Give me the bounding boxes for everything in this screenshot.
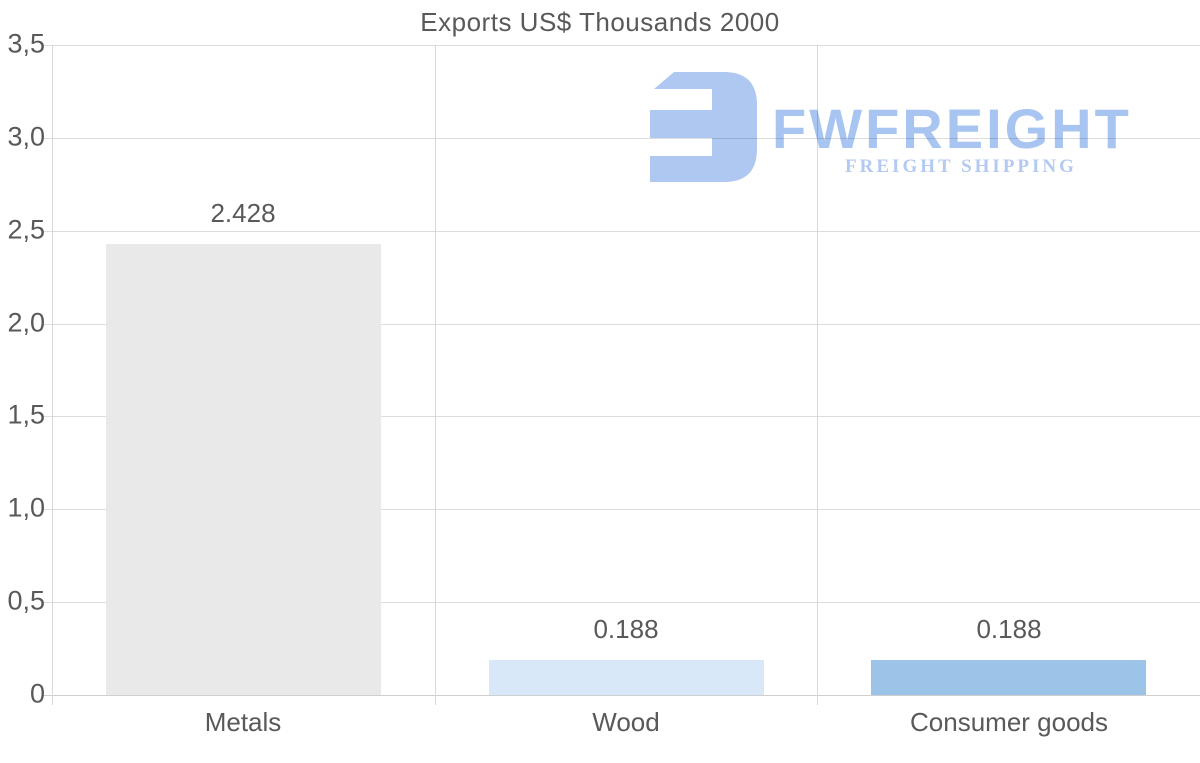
y-axis-tick-label: 2,5	[7, 214, 45, 245]
brand-watermark: FWFREIGHT FREIGHT SHIPPING	[650, 72, 1160, 187]
gridline-x-separator	[817, 45, 818, 705]
gridline-y	[43, 509, 1200, 510]
x-axis-category-label: Consumer goods	[910, 707, 1108, 737]
bar-value-label: 2.428	[210, 198, 276, 228]
y-axis-line	[52, 45, 53, 705]
bar-value-label: 0.188	[976, 614, 1042, 644]
bar-wood	[489, 660, 764, 695]
bar-consumer-goods	[871, 660, 1146, 695]
gridline-x-separator	[435, 45, 436, 705]
brand-tagline: FREIGHT SHIPPING	[845, 156, 1077, 177]
x-axis-category-label: Metals	[204, 707, 282, 737]
brand-name: FWFREIGHT	[772, 97, 1132, 160]
y-axis-tick-label: 1,5	[7, 399, 45, 430]
y-axis-tick-label: 0	[29, 678, 45, 709]
gridline-y	[43, 695, 1200, 696]
gridline-y	[43, 602, 1200, 603]
fwfreight-logo-icon	[650, 72, 757, 182]
gridline-y	[43, 45, 1200, 46]
x-axis-category-label: Wood	[592, 707, 660, 737]
gridline-y	[43, 324, 1200, 325]
gridline-y	[43, 231, 1200, 232]
y-axis-tick-label: 0,5	[7, 585, 45, 616]
y-axis-tick-label: 3,5	[7, 28, 45, 59]
y-axis-tick-label: 2,0	[7, 307, 45, 338]
bar-value-label: 0.188	[593, 614, 659, 644]
gridline-y	[43, 416, 1200, 417]
chart-title: Exports US$ Thousands 2000	[420, 7, 780, 37]
y-axis-tick-label: 3,0	[7, 121, 45, 152]
bar-metals	[106, 244, 381, 695]
gridline-y	[43, 138, 1200, 139]
y-axis-tick-label: 1,0	[7, 492, 45, 523]
